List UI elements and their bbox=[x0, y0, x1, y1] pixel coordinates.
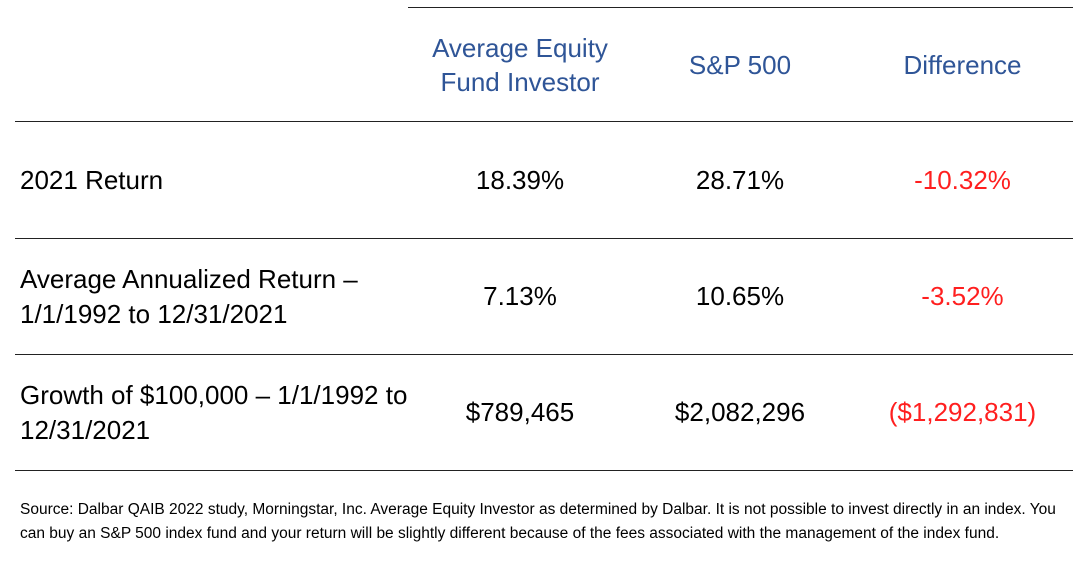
header-investor: Average Equity Fund Investor bbox=[432, 33, 608, 97]
header-bottom-rule bbox=[15, 121, 1073, 122]
row3-investor-value: $789,465 bbox=[465, 397, 575, 427]
top-header-rule bbox=[408, 7, 1073, 8]
row3-sp500-value: $2,082,296 bbox=[674, 397, 806, 427]
row2-sp500-value: 10.65% bbox=[695, 281, 785, 311]
row2-difference-value: -3.52% bbox=[921, 281, 1004, 311]
row-divider-2 bbox=[15, 354, 1073, 355]
source-footnote: Source: Dalbar QAIB 2022 study, Mornings… bbox=[20, 501, 1056, 542]
row-label-annualized-return: Average Annualized Return – 1/1/1992 to … bbox=[20, 263, 358, 329]
row3-difference-value: ($1,292,831) bbox=[888, 397, 1037, 427]
table-bottom-rule bbox=[15, 470, 1073, 471]
row2-investor-value: 7.13% bbox=[483, 281, 557, 311]
row1-sp500-value: 28.71% bbox=[695, 164, 785, 195]
header-sp500: S&P 500 bbox=[688, 50, 792, 80]
row-divider-1 bbox=[15, 238, 1073, 239]
row1-investor-value: 18.39% bbox=[475, 164, 565, 195]
header-difference: Difference bbox=[903, 50, 1022, 80]
row-label-2021-return: 2021 Return bbox=[20, 164, 164, 195]
row-label-growth: Growth of $100,000 – 1/1/1992 to 12/31/2… bbox=[20, 379, 408, 445]
row1-difference-value: -10.32% bbox=[914, 164, 1011, 195]
